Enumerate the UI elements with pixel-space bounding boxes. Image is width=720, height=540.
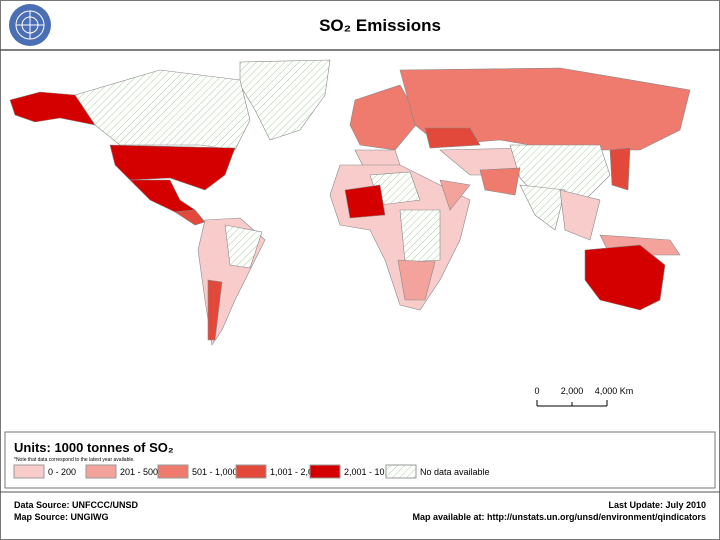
legend-label: 1,001 - 2,000	[270, 467, 323, 477]
legend-box	[4, 431, 716, 489]
map-source: Map Source: UNGIWG	[14, 512, 109, 522]
legend-note: *Note that data correspond to the latest…	[14, 457, 135, 463]
legend-label: 501 - 1,000	[192, 467, 238, 477]
legend-swatch	[309, 464, 341, 479]
data-source: Data Source: UNFCCC/UNSD	[14, 500, 139, 510]
legend-label: 201 - 500	[120, 467, 158, 477]
scale-label: 0	[534, 386, 539, 396]
scale-label: 4,000 Km	[595, 386, 634, 396]
world-map	[9, 59, 691, 346]
legend-label: No data available	[420, 467, 490, 477]
legend-swatch	[13, 464, 45, 479]
legend-label: 0 - 200	[48, 467, 76, 477]
legend-swatch	[235, 464, 267, 479]
legend-label: 2,001 - 10,360	[344, 467, 402, 477]
map-available: Map available at: http://unstats.un.org/…	[412, 512, 706, 522]
un-logo	[9, 4, 51, 46]
scale-bar: 0 2,000 4,000 Km	[534, 386, 634, 407]
scale-label: 2,000	[561, 386, 584, 396]
title: SO₂ Emissions	[319, 16, 441, 35]
last-update: Last Update: July 2010	[608, 500, 706, 510]
legend-swatch	[85, 464, 117, 479]
legend-items: 0 - 200 201 - 500 501 - 1,000 1,001 - 2,000…	[13, 464, 490, 479]
legend-swatch	[157, 464, 189, 479]
legend-swatch	[385, 464, 417, 479]
legend-title: Units: 1000 tonnes of SO₂	[14, 440, 174, 455]
